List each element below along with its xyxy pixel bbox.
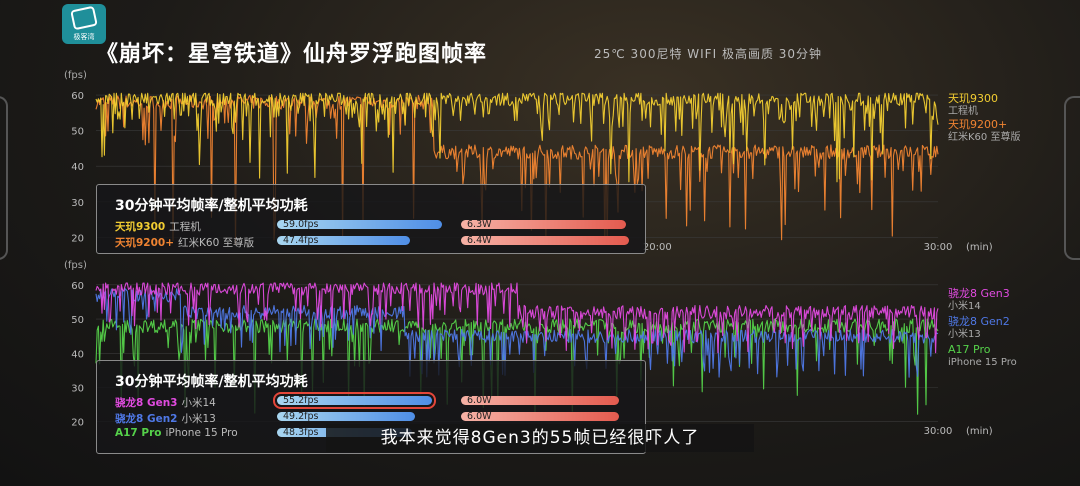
avg-fps-label: 47.4fps [283, 235, 319, 246]
avg-power-bar: 6.3W [461, 219, 627, 230]
device-chip-name: A17 Pro [115, 427, 162, 439]
legend-device: 小米14 [948, 301, 981, 312]
legend-device: 红米K60 至尊版 [948, 132, 1021, 143]
avg-fps-bar: 49.2fps [277, 411, 415, 422]
subtitle-caption: 我本来觉得8Gen3的55帧已经很吓人了 [326, 424, 754, 452]
summary-row: 骁龙8 Gen3 小米14 [115, 395, 216, 409]
channel-logo: 极客湾 [62, 4, 106, 44]
device-chip-name: 天玑9300 [115, 221, 166, 233]
avg-power-bar: 6.0W [461, 411, 619, 422]
test-conditions: 25℃ 300尼特 WIFI 极高画质 30分钟 [594, 47, 823, 61]
summary-row: 骁龙8 Gen2 小米13 [115, 411, 216, 425]
avg-power-label: 6.4W [467, 235, 492, 246]
avg-fps-bar: 47.4fps [277, 235, 410, 246]
device-model: iPhone 15 Pro [165, 427, 238, 439]
device-model: 小米13 [181, 413, 216, 425]
avg-power-label: 6.0W [467, 395, 492, 406]
avg-fps-bar: 59.0fps [277, 219, 443, 230]
summary-row: 天玑9200+ 红米K60 至尊版 [115, 235, 255, 249]
y-tick-label: 50 [71, 127, 84, 138]
y-tick-label: 50 [71, 315, 84, 326]
summary-row: A17 Pro iPhone 15 Pro [115, 427, 238, 440]
y-tick-label: 20 [71, 418, 84, 429]
series-line [95, 318, 939, 415]
y-tick-label: 20 [71, 233, 84, 244]
legend-entry: A17 Pro [948, 343, 991, 356]
avg-fps-label: 49.2fps [283, 411, 319, 422]
summary-title: 30分钟平均帧率/整机平均功耗 [115, 198, 308, 214]
series-line [95, 94, 939, 245]
avg-power-label: 6.3W [467, 219, 492, 230]
avg-fps-label: 48.3fps [283, 427, 319, 438]
legend-entry: 骁龙8 Gen2 [948, 315, 1010, 328]
legend-entry: 骁龙8 Gen3 [948, 287, 1010, 300]
device-chip-name: 骁龙8 Gen3 [115, 397, 178, 409]
legend-top: 天玑9300 工程机 天玑9200+ 红米K60 至尊版 [948, 92, 1020, 144]
avg-fps-label: 59.0fps [283, 219, 319, 230]
y-tick-label: 30 [71, 384, 84, 395]
right-frame-decoration [1064, 96, 1080, 260]
device-chip-name: 骁龙8 Gen2 [115, 413, 178, 425]
y-tick-label: 40 [71, 162, 84, 173]
x-tick-label: 30:00 [924, 426, 953, 437]
avg-power-label: 6.0W [467, 411, 492, 422]
summary-panel-top: 30分钟平均帧率/整机平均功耗 天玑9300 工程机 59.0fps 6.3W 天玑92… [96, 184, 646, 254]
y-unit-label: (fps) [64, 70, 87, 81]
y-unit-label: (fps) [64, 260, 87, 271]
device-model: 小米14 [181, 397, 216, 409]
series-line [95, 282, 939, 354]
logo-text: 极客湾 [73, 33, 95, 41]
device-chip-name: 天玑9200+ [115, 237, 175, 249]
x-unit-label: (min) [966, 242, 993, 253]
avg-power-bar: 6.0W [461, 395, 619, 406]
y-tick-label: 30 [71, 198, 84, 209]
legend-device: 工程机 [948, 106, 978, 117]
highlight-ring [273, 392, 436, 409]
page-title: 《崩坏：星穹铁道》仙舟罗浮跑图帧率 [96, 42, 488, 67]
avg-fps-label: 55.2fps [283, 395, 319, 406]
x-unit-label: (min) [966, 426, 993, 437]
legend-bottom: 骁龙8 Gen3 小米14 骁龙8 Gen2 小米13 A17 Pro iPhone 15… [948, 287, 1017, 371]
y-tick-label: 60 [71, 281, 84, 292]
y-tick-label: 60 [71, 91, 84, 102]
series-line [95, 287, 939, 378]
x-tick-label: 20:00 [643, 242, 672, 253]
y-tick-label: 40 [71, 349, 84, 360]
legend-entry: 天玑9200+ [948, 118, 1008, 131]
summary-title: 30分钟平均帧率/整机平均功耗 [115, 374, 308, 390]
series-line [95, 92, 939, 183]
legend-entry: 天玑9300 [948, 92, 998, 105]
x-tick-label: 30:00 [924, 242, 953, 253]
legend-device: 小米13 [948, 329, 981, 340]
avg-power-bar: 6.4W [461, 235, 629, 246]
legend-device: iPhone 15 Pro [948, 357, 1017, 368]
device-model: 红米K60 至尊版 [178, 237, 255, 249]
summary-row: 天玑9300 工程机 [115, 219, 201, 233]
device-model: 工程机 [169, 221, 201, 233]
avg-fps-bar: 55.2fps [277, 395, 432, 406]
